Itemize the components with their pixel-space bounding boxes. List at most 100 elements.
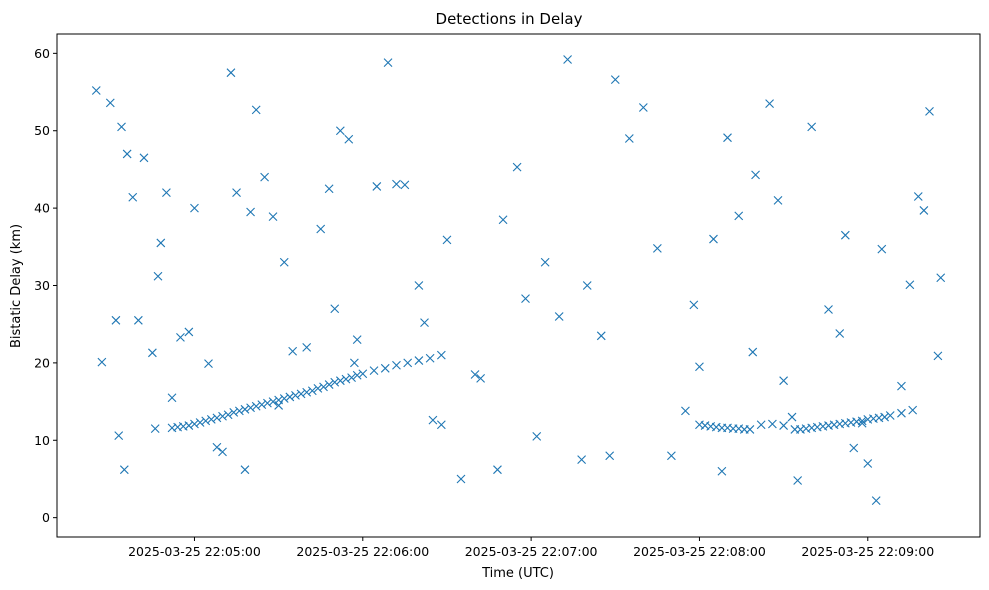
data-point — [436, 350, 446, 360]
data-point — [563, 55, 572, 64]
data-point — [246, 403, 255, 413]
data-point — [190, 203, 199, 213]
data-point — [380, 363, 390, 373]
data-point — [532, 432, 542, 441]
data-point — [425, 353, 435, 363]
data-point — [119, 465, 129, 475]
data-point — [307, 386, 317, 396]
data-point — [442, 235, 452, 245]
data-point — [358, 369, 368, 379]
data-point — [344, 134, 354, 144]
data-point — [734, 211, 744, 221]
data-point — [857, 418, 867, 428]
data-point — [880, 412, 890, 422]
data-point — [97, 357, 107, 367]
y-axis-title: Bistatic Delay (km) — [9, 224, 24, 348]
data-point — [291, 390, 300, 400]
data-point — [913, 192, 923, 201]
data-point — [436, 420, 446, 430]
data-point — [204, 359, 213, 369]
data-point — [201, 416, 211, 426]
data-point — [232, 188, 241, 198]
data-point — [302, 387, 312, 397]
data-point — [246, 207, 255, 217]
y-tick-label: 50 — [34, 123, 50, 138]
data-point — [257, 400, 267, 410]
data-point — [456, 474, 466, 484]
data-point — [428, 415, 438, 425]
data-point — [925, 106, 934, 116]
plot-frame — [56, 33, 981, 538]
data-point — [341, 374, 351, 384]
data-point — [218, 411, 227, 421]
data-point — [779, 421, 789, 430]
plot-marks — [91, 55, 946, 506]
y-tick-label: 0 — [42, 510, 50, 525]
data-point — [223, 410, 233, 420]
y-tick-label: 40 — [34, 201, 50, 216]
data-point — [226, 68, 236, 78]
data-point — [268, 397, 278, 406]
data-point — [288, 346, 298, 356]
data-point — [274, 395, 284, 405]
data-point — [330, 304, 340, 314]
y-tick-label: 60 — [34, 46, 50, 61]
data-point — [212, 442, 222, 452]
data-point — [689, 300, 699, 310]
data-point — [234, 406, 244, 416]
data-point — [723, 133, 732, 143]
data-point — [324, 380, 334, 389]
data-point — [313, 384, 323, 393]
data-point — [476, 373, 486, 383]
data-point — [824, 305, 833, 314]
data-point — [111, 315, 121, 325]
data-point — [849, 443, 859, 453]
data-point — [190, 419, 199, 429]
data-point — [835, 329, 845, 338]
data-point — [349, 358, 359, 368]
data-point — [167, 393, 177, 403]
chart-title: Detections in Delay — [436, 10, 583, 28]
data-point — [369, 366, 379, 376]
data-point — [871, 496, 881, 506]
data-point — [863, 459, 873, 468]
data-point — [667, 451, 676, 461]
x-tick-label: 2025-03-25 22:07:00 — [465, 544, 598, 559]
data-point — [756, 420, 766, 430]
data-point — [840, 230, 850, 240]
data-point — [184, 327, 194, 337]
data-point — [610, 75, 620, 85]
data-point — [139, 153, 149, 163]
data-point — [279, 394, 289, 403]
data-point — [498, 215, 508, 225]
data-point — [117, 122, 126, 132]
data-point — [105, 98, 115, 108]
data-point — [765, 99, 774, 109]
y-tick-label: 20 — [34, 355, 50, 370]
data-point — [919, 206, 929, 215]
data-point — [296, 389, 306, 399]
data-point — [240, 465, 250, 475]
data-point — [352, 370, 362, 380]
data-point — [695, 362, 704, 372]
data-point — [184, 421, 194, 430]
data-point — [352, 335, 362, 345]
data-point — [936, 273, 946, 283]
data-point — [212, 413, 222, 423]
data-point — [268, 212, 278, 222]
data-point — [897, 408, 906, 418]
data-point — [372, 182, 382, 191]
data-point — [414, 356, 424, 365]
data-point — [745, 425, 755, 434]
x-tick-label: 2025-03-25 22:06:00 — [296, 544, 429, 559]
data-point — [229, 408, 239, 417]
data-point — [330, 377, 340, 387]
data-point — [652, 243, 662, 253]
data-point — [153, 271, 163, 281]
data-point — [347, 373, 356, 382]
data-point — [773, 195, 783, 205]
data-point — [554, 312, 564, 321]
data-point — [681, 406, 690, 416]
